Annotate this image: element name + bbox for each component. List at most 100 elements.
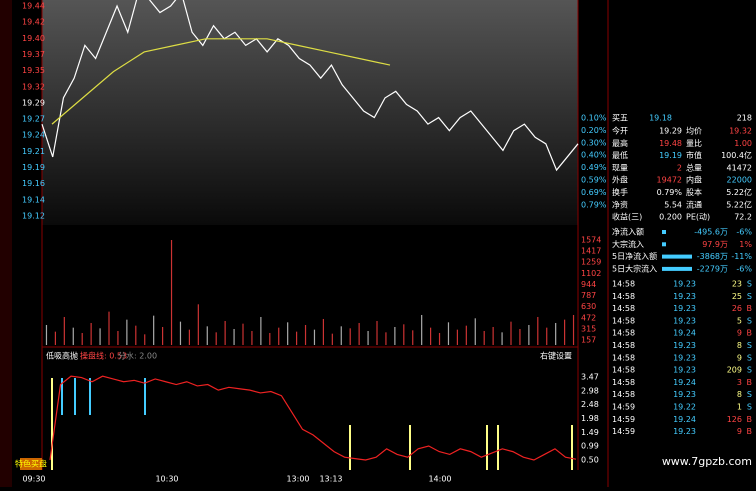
quote-cell: 流通 [686, 199, 702, 209]
flow-bar [662, 242, 666, 247]
trade-time: 14:58 [612, 341, 635, 350]
time-label: 09:30 [22, 475, 45, 484]
quote-cell: 现量 [612, 163, 628, 172]
button[interactable] [20, 458, 42, 470]
price-line [41, 0, 579, 172]
quote-cell: 最高 [612, 138, 628, 148]
volume-bar [340, 326, 342, 345]
quote-cell: 19.32 [729, 127, 752, 136]
volume-label: 315 [581, 324, 596, 333]
quote-cell: 0.200 [659, 213, 682, 222]
trade-flag: S [747, 366, 752, 375]
volume-bar [296, 331, 298, 345]
pct-label: 0.69% [581, 188, 607, 197]
flow-pct: -11% [731, 252, 752, 261]
volume-label: 472 [581, 313, 596, 322]
pct-label: 0.79% [581, 200, 607, 209]
trade-time: 14:58 [612, 390, 635, 399]
volume-label: 1259 [581, 258, 601, 267]
volume-bar [492, 326, 494, 345]
volume-label: 630 [581, 302, 596, 311]
price-label: 19.29 [22, 98, 45, 107]
volume-bar [206, 326, 208, 345]
indicator-label: 0.50 [581, 456, 599, 465]
pct-label: 0.59% [581, 176, 607, 185]
flow-pct: -6% [736, 264, 752, 273]
volume-label: 1574 [581, 236, 601, 245]
quote-cell: 最低 [612, 150, 628, 160]
volume-bar [117, 330, 119, 345]
pct-label: 0.30% [581, 138, 607, 147]
price-label: 19.12 [22, 212, 45, 221]
volume-bar [519, 328, 521, 345]
watermark: www.7gpzb.com [662, 455, 752, 468]
trade-time: 14:58 [612, 292, 635, 301]
flow-pct: 1% [739, 240, 752, 249]
pct-label: 0.40% [581, 151, 607, 160]
flow-value: -495.6万 [694, 228, 728, 237]
button-label[interactable]: 特色买盘 [15, 459, 47, 469]
indicator-header: 分水: 2.00 [118, 351, 157, 361]
volume-bar [376, 320, 378, 345]
pct-label: 0.10% [581, 114, 607, 123]
trade-volume: 8 [737, 390, 742, 399]
volume-bar [510, 321, 512, 345]
volume-bar [162, 326, 164, 345]
volume-bar [224, 320, 226, 345]
volume-bar [572, 314, 575, 345]
price-label: 19.21 [22, 147, 45, 156]
indicator-label: 2.98 [581, 386, 599, 395]
quote-cell: 0.79% [657, 188, 683, 197]
quote-cell: 量比 [686, 138, 702, 148]
volume-bar [251, 330, 253, 345]
volume-bar [546, 327, 548, 345]
quote-cell: 19.48 [659, 139, 682, 148]
volume-bar [144, 334, 146, 345]
sidebar [0, 0, 12, 487]
trade-price: 19.23 [673, 341, 696, 350]
trade-price: 19.23 [673, 390, 696, 399]
volume-label: 157 [581, 336, 596, 345]
trade-volume: 25 [732, 292, 742, 301]
volume-bar [501, 332, 503, 345]
time-label: 10:30 [155, 475, 178, 484]
trade-time: 14:58 [612, 304, 635, 313]
price-label: 19.14 [22, 195, 45, 204]
trade-flag: B [747, 329, 753, 338]
trade-time: 14:59 [612, 403, 635, 412]
trade-flag: S [747, 292, 752, 301]
trade-price: 19.24 [673, 415, 696, 424]
trade-price: 19.22 [673, 403, 696, 412]
quote-cell: 100.4亿 [721, 150, 752, 160]
quote-cell: 换手 [612, 187, 628, 197]
trade-time: 14:58 [612, 378, 635, 387]
trade-price: 19.23 [673, 304, 696, 313]
price-label: 19.44 [22, 2, 45, 11]
volume-bar [90, 322, 92, 345]
quote-cell: 均价 [686, 126, 702, 136]
price-label: 19.42 [22, 18, 45, 27]
quote-cell: 19.19 [659, 151, 682, 160]
quote-cell: 41472 [727, 163, 752, 172]
quote-cell: 股本 [686, 187, 702, 197]
volume-bar [287, 322, 289, 345]
settings[interactable]: 右键设置 [540, 351, 572, 361]
volume-bar [385, 332, 387, 345]
volume-bar [537, 316, 539, 345]
quote-cell: 外盘 [612, 175, 628, 185]
volume-label: 787 [581, 291, 596, 300]
quote-cell: 收益(三) [612, 212, 642, 222]
indicator-header: 低吸高抛 [46, 351, 78, 361]
trade-volume: 9 [737, 427, 742, 436]
volume-bar [403, 324, 405, 345]
volume-bar [528, 324, 530, 345]
volume-bar [179, 321, 182, 345]
trade-flag: B [747, 427, 753, 436]
trade-time: 14:58 [612, 329, 635, 338]
trade-flag: B [747, 304, 753, 313]
flow-value: -3868万 [697, 252, 728, 261]
trade-price: 19.23 [673, 353, 696, 362]
trade-price: 19.24 [673, 378, 696, 387]
quote-cell: 内盘 [686, 175, 702, 185]
volume-bar [233, 328, 235, 345]
